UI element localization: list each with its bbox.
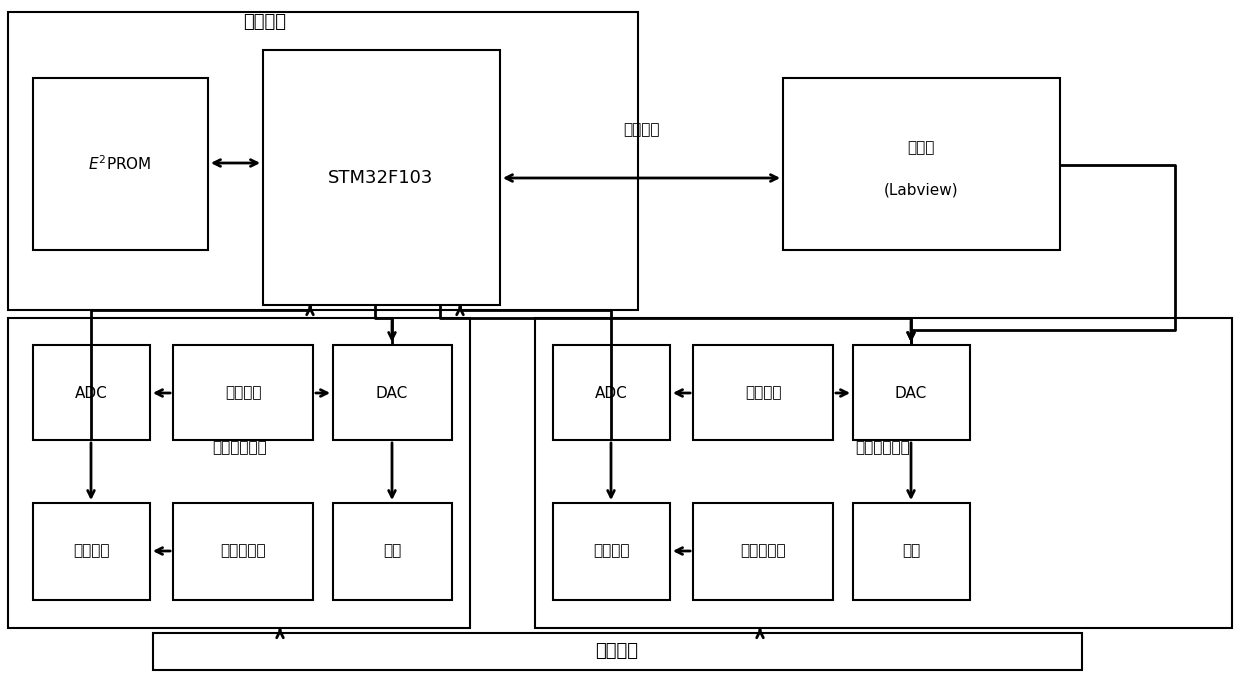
Bar [7,318,470,628]
Bar [553,345,670,440]
Text: 上位机: 上位机 [907,141,934,155]
Text: 液晶: 液晶 [902,544,921,558]
Text: 抗运激光控制: 抗运激光控制 [213,441,268,456]
Text: 光电二极管: 光电二极管 [740,544,786,558]
Bar [33,345,150,440]
Text: 液晶: 液晶 [383,544,401,558]
Bar [333,503,452,600]
Text: 参考电压: 参考电压 [224,385,261,400]
Bar [173,345,313,440]
Bar [152,633,1082,670]
Bar [333,345,452,440]
Text: 跨阻放大: 跨阻放大 [73,544,109,558]
Text: ADC: ADC [595,385,627,400]
Bar [7,12,638,310]
Text: ADC: ADC [74,385,108,400]
Text: 微处理器: 微处理器 [244,13,286,31]
Bar [33,503,150,600]
Bar [535,318,1232,628]
Bar [852,503,970,600]
Text: 光电二极管: 光电二极管 [221,544,266,558]
Bar [263,50,501,305]
Text: STM32F103: STM32F103 [328,169,434,187]
Text: 检测激光控制: 检测激光控制 [856,441,911,456]
Text: 跨阻放大: 跨阻放大 [592,544,629,558]
Text: DAC: DAC [375,385,408,400]
Bar [852,345,970,440]
Bar [693,345,833,440]
Bar [173,503,313,600]
Text: DAC: DAC [895,385,927,400]
Bar [693,503,833,600]
Text: 供电电源: 供电电源 [596,642,638,660]
Text: $E^2$PROM: $E^2$PROM [88,155,151,173]
Text: 参考电压: 参考电压 [745,385,782,400]
Bar [553,503,670,600]
Text: (Labview): (Labview) [883,183,958,197]
Bar [33,78,208,250]
Text: 串口通信: 串口通信 [623,122,659,137]
Bar [783,78,1061,250]
